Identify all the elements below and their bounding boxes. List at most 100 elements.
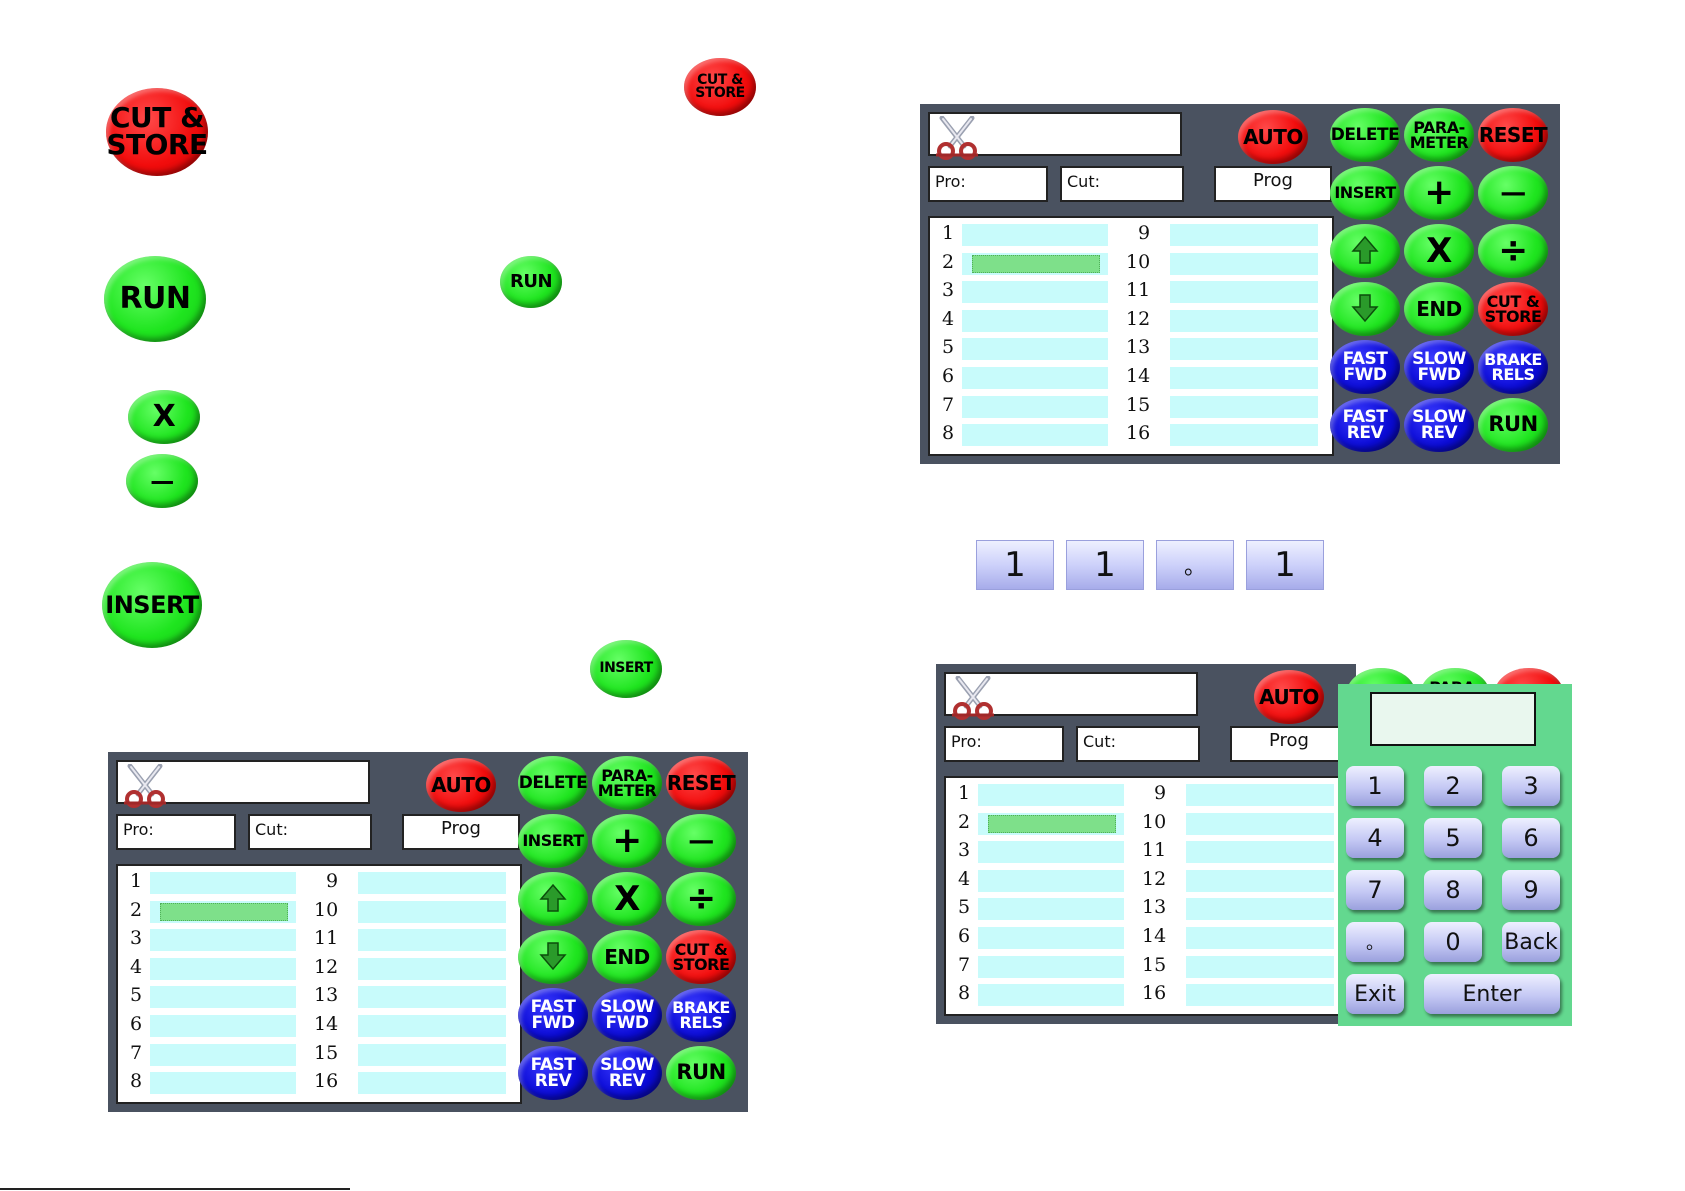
cut-cell[interactable] (978, 784, 1124, 806)
delete-button[interactable]: DELETE (1330, 108, 1400, 162)
cut-store-button[interactable]: CUT & STORE (666, 930, 736, 984)
keypad-key[interactable]: 。 (1346, 922, 1404, 962)
auto-button[interactable]: AUTO (1238, 110, 1308, 164)
cut-cell[interactable] (1186, 898, 1334, 921)
keypad-key[interactable]: 8 (1424, 870, 1482, 910)
cut-cell[interactable] (962, 281, 1108, 304)
cut-cell[interactable] (150, 1015, 296, 1037)
cut-cell[interactable] (1170, 424, 1318, 447)
cut-cell[interactable] (1186, 955, 1334, 978)
cut-cell[interactable] (1170, 281, 1318, 304)
cut-cell[interactable] (962, 224, 1108, 246)
insert-button[interactable]: INSERT (518, 814, 588, 868)
insert-button[interactable]: INSERT (1330, 166, 1400, 220)
cut-cell[interactable] (150, 957, 296, 980)
plus-button[interactable]: + (1404, 166, 1474, 220)
multiply-button[interactable]: X (592, 872, 662, 926)
reset-button[interactable]: RESET (666, 756, 736, 810)
exit-key[interactable]: Exit (1346, 974, 1404, 1014)
keypad-key[interactable]: Back (1502, 922, 1560, 962)
plus-button[interactable]: + (592, 814, 662, 868)
prog-field[interactable]: Prog (1214, 166, 1332, 202)
slow-fwd-button[interactable]: SLOW FWD (1404, 340, 1474, 394)
multiply-button[interactable]: X (1404, 224, 1474, 278)
cut-cell[interactable] (1170, 395, 1318, 418)
cut-store-button[interactable]: CUT & STORE (1478, 282, 1548, 336)
keypad-key[interactable]: 5 (1424, 818, 1482, 858)
keypad-key[interactable]: 6 (1502, 818, 1560, 858)
keypad-key[interactable]: 2 (1424, 766, 1482, 806)
cut-cell[interactable] (1170, 252, 1318, 275)
minus-button[interactable]: — (1478, 166, 1548, 220)
cut-cell[interactable] (978, 955, 1124, 978)
cut-field[interactable]: Cut: (1060, 166, 1184, 202)
keypad-key[interactable]: 0 (1424, 922, 1482, 962)
cut-cell[interactable] (978, 841, 1124, 864)
cut-cell[interactable] (150, 1072, 296, 1095)
cut-cell[interactable] (1186, 812, 1334, 835)
cut-field[interactable]: Cut: (1076, 726, 1200, 762)
cut-cell[interactable] (1186, 984, 1334, 1007)
cut-cell[interactable] (978, 869, 1124, 892)
run-button[interactable]: RUN (1478, 398, 1548, 452)
cut-cell[interactable] (358, 1043, 506, 1066)
cut-field[interactable]: Cut: (248, 814, 372, 850)
fast-rev-button[interactable]: FAST REV (518, 1046, 588, 1100)
cut-cell[interactable] (358, 900, 506, 923)
minus-button[interactable]: — (666, 814, 736, 868)
cut-cell[interactable] (358, 1015, 506, 1037)
keypad-key[interactable]: 1 (1346, 766, 1404, 806)
cut-cell[interactable] (962, 367, 1108, 389)
cut-cell[interactable] (150, 872, 296, 894)
cut-cell[interactable] (962, 338, 1108, 361)
cut-cell[interactable] (1186, 869, 1334, 892)
brake-rels-button[interactable]: BRAKE RELS (1478, 340, 1548, 394)
pro-field[interactable]: Pro: (944, 726, 1064, 762)
keypad-key[interactable]: 9 (1502, 870, 1560, 910)
parameter-button[interactable]: PARA- METER (592, 756, 662, 810)
cut-cell[interactable] (1186, 927, 1334, 949)
enter-key[interactable]: Enter (1424, 974, 1560, 1014)
end-button[interactable]: END (592, 930, 662, 984)
up-button[interactable] (1330, 224, 1400, 278)
fast-fwd-button[interactable]: FAST FWD (518, 988, 588, 1042)
parameter-button[interactable]: PARA- METER (1404, 108, 1474, 162)
cut-cell[interactable] (358, 1072, 506, 1095)
keypad-key[interactable]: 4 (1346, 818, 1404, 858)
brake-rels-button[interactable]: BRAKE RELS (666, 988, 736, 1042)
fast-rev-button[interactable]: FAST REV (1330, 398, 1400, 452)
auto-button[interactable]: AUTO (426, 758, 496, 812)
cut-cell[interactable] (150, 929, 296, 952)
prog-field[interactable]: Prog (1230, 726, 1348, 762)
delete-button[interactable]: DELETE (518, 756, 588, 810)
fast-fwd-button[interactable]: FAST FWD (1330, 340, 1400, 394)
run-button[interactable]: RUN (666, 1046, 736, 1100)
divide-button[interactable]: ÷ (1478, 224, 1548, 278)
cut-cell[interactable] (1170, 224, 1318, 246)
down-button[interactable] (1330, 282, 1400, 336)
prog-field[interactable]: Prog (402, 814, 520, 850)
cut-cell[interactable] (150, 986, 296, 1009)
end-button[interactable]: END (1404, 282, 1474, 336)
pro-field[interactable]: Pro: (928, 166, 1048, 202)
slow-rev-button[interactable]: SLOW REV (1404, 398, 1474, 452)
cut-cell[interactable] (358, 986, 506, 1009)
cut-cell[interactable] (358, 957, 506, 980)
cut-cell[interactable] (358, 929, 506, 952)
cut-cell[interactable] (978, 984, 1124, 1007)
pro-field[interactable]: Pro: (116, 814, 236, 850)
divide-button[interactable]: ÷ (666, 872, 736, 926)
cut-cell[interactable] (962, 424, 1108, 447)
cut-cell[interactable] (1170, 338, 1318, 361)
slow-rev-button[interactable]: SLOW REV (592, 1046, 662, 1100)
cut-cell[interactable] (150, 1043, 296, 1066)
cut-cell[interactable] (962, 309, 1108, 332)
cut-cell[interactable] (1186, 784, 1334, 806)
reset-button[interactable]: RESET (1478, 108, 1548, 162)
keypad-key[interactable]: 3 (1502, 766, 1560, 806)
up-button[interactable] (518, 872, 588, 926)
cut-cell[interactable] (978, 898, 1124, 921)
keypad-key[interactable]: 7 (1346, 870, 1404, 910)
slow-fwd-button[interactable]: SLOW FWD (592, 988, 662, 1042)
cut-cell[interactable] (358, 872, 506, 894)
